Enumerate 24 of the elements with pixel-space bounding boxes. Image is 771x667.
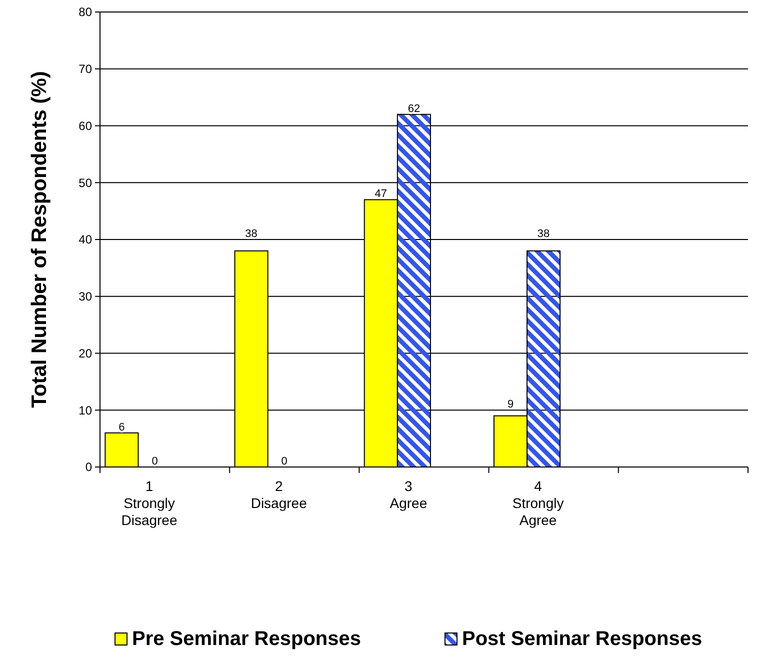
legend-label: Pre Seminar Responses	[132, 628, 361, 650]
legend-label: Post Seminar Responses	[462, 628, 702, 650]
y-tick-label: 10	[78, 403, 92, 418]
data-label: 38	[537, 228, 550, 240]
data-label: 38	[245, 228, 258, 240]
y-tick-label: 40	[78, 232, 92, 247]
data-label: 47	[374, 188, 388, 200]
y-tick-label: 80	[78, 5, 92, 20]
data-label: 0	[281, 456, 288, 468]
y-tick-label: 60	[78, 118, 92, 133]
y-tick-label: 30	[78, 290, 92, 304]
data-label: 0	[152, 456, 158, 468]
y-tick-label: 0	[85, 460, 92, 474]
y-tick-label: 20	[78, 346, 92, 360]
y-tick-label: 50	[78, 176, 92, 190]
x-tick-label: 2 Disagree	[250, 478, 308, 511]
x-tick-label: 4 Strongly Agree	[512, 478, 564, 528]
y-tick-label: 70	[78, 62, 92, 76]
x-tick-label: 3 Agree	[390, 478, 428, 511]
data-label: 6	[118, 421, 125, 434]
data-label: 62	[408, 102, 420, 115]
x-tick-label: 1 Strongly Disagree	[121, 478, 178, 528]
y-axis-title: Total Number of Respondents (%)	[28, 71, 51, 408]
data-label: 9	[507, 398, 514, 411]
